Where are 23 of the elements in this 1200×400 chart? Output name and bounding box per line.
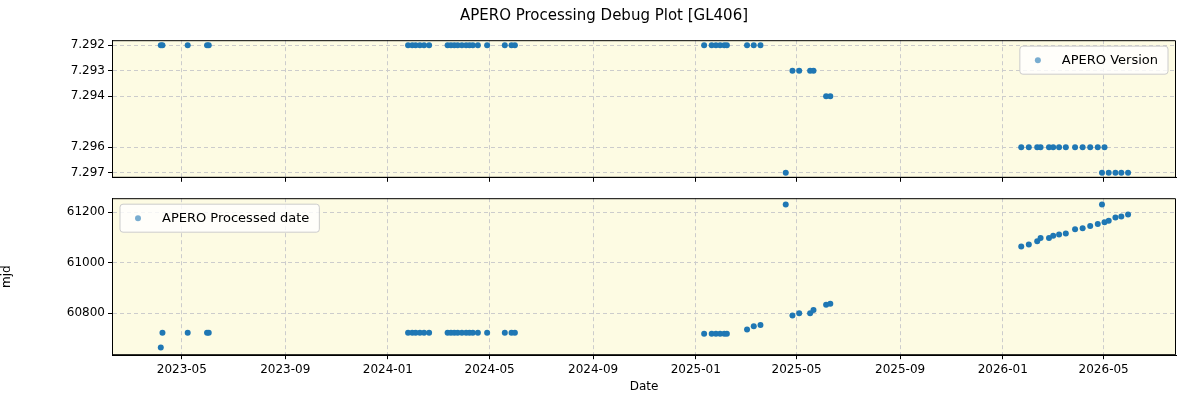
legend-label: APERO Version xyxy=(1061,51,1159,67)
x-tick-label: 2024-05 xyxy=(464,361,515,376)
y-axis-title: mjd xyxy=(0,265,14,289)
x-tick-label: 2024-09 xyxy=(568,361,619,376)
y-tick-label: 7.296 xyxy=(70,139,105,154)
x-tick-label: 2026-05 xyxy=(1078,361,1129,376)
y-tick-label: 61000 xyxy=(66,254,105,269)
y-tick-label: 60800 xyxy=(66,305,105,320)
x-tick-label: 2023-05 xyxy=(156,361,207,376)
x-tick-label: 2026-01 xyxy=(977,361,1028,376)
y-tick-label: 7.297 xyxy=(70,164,105,179)
x-tick-label: 2025-01 xyxy=(670,361,721,376)
chart-title: APERO Processing Debug Plot [GL406] xyxy=(458,5,750,26)
y-tick-label: 7.293 xyxy=(70,62,105,77)
x-tick-label: 2023-09 xyxy=(260,361,311,376)
x-axis-title: Date xyxy=(629,378,659,393)
x-tick-label: 2025-09 xyxy=(875,361,926,376)
legend-label: APERO Processed date xyxy=(162,209,310,225)
y-tick-label: 7.294 xyxy=(70,88,105,103)
y-tick-label: 61200 xyxy=(66,204,105,219)
y-tick-label: 7.292 xyxy=(70,37,105,52)
x-tick-label: 2024-01 xyxy=(362,361,413,376)
x-tick-label: 2025-05 xyxy=(771,361,822,376)
